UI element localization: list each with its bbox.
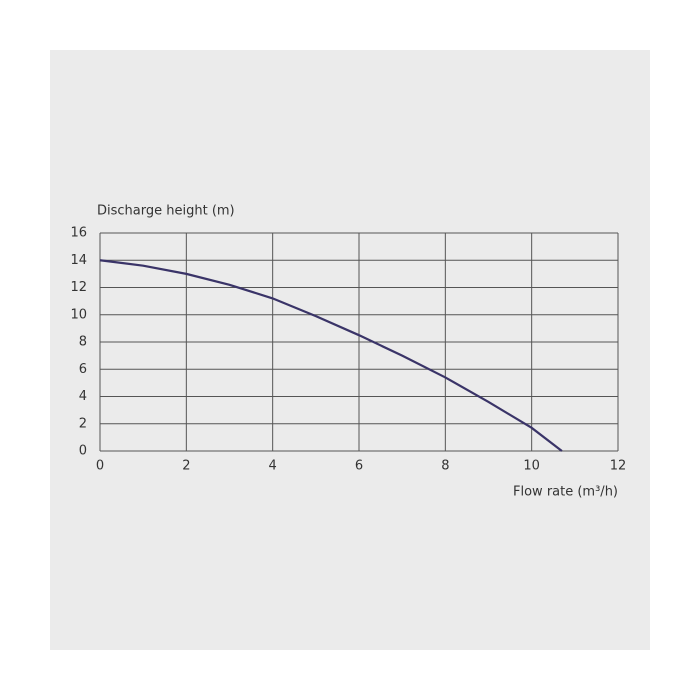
y-axis-label: Discharge height (m): [97, 204, 235, 219]
x-tick-label: 10: [523, 459, 540, 474]
y-tick-label: 12: [70, 280, 87, 295]
y-tick-label: 8: [79, 335, 87, 350]
x-axis-label: Flow rate (m³/h): [513, 485, 618, 500]
panel: [50, 50, 650, 650]
y-tick-label: 0: [79, 444, 87, 459]
y-tick-label: 6: [79, 362, 87, 377]
y-tick-label: 16: [70, 226, 87, 241]
y-tick-label: 4: [79, 389, 87, 404]
y-tick-label: 2: [79, 416, 87, 431]
x-tick-label: 6: [355, 459, 363, 474]
x-tick-label: 8: [441, 459, 449, 474]
y-tick-label: 10: [70, 307, 87, 322]
x-tick-label: 4: [269, 459, 277, 474]
x-tick-label: 2: [182, 459, 190, 474]
y-tick-label: 14: [70, 253, 87, 268]
x-tick-label: 12: [610, 459, 627, 474]
series-line: [99, 259, 563, 452]
x-tick-label: 0: [96, 459, 104, 474]
